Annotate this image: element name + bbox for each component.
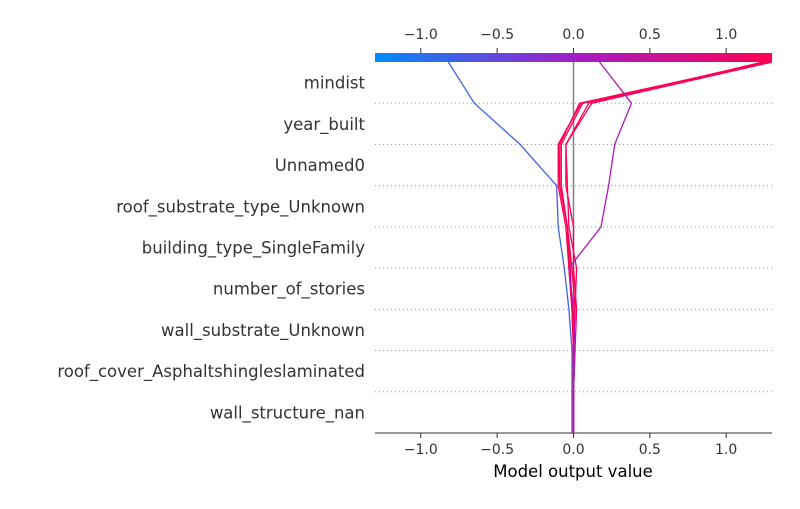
feature-label: Unnamed0 (275, 156, 365, 175)
x-tick-label-top: 0.5 (639, 27, 661, 43)
x-tick-label-bottom: −0.5 (480, 442, 514, 458)
x-tick-label-top: 0.0 (562, 27, 584, 43)
feature-labels: wall_structure_nan roof_cover_Asphaltshin… (57, 74, 365, 424)
decision-line (565, 61, 773, 433)
decision-line (565, 61, 763, 433)
feature-label: year_built (283, 115, 365, 135)
feature-label: mindist (304, 74, 366, 93)
feature-label: building_type_SingleFamily (142, 239, 366, 259)
x-tick-label-bottom: 1.0 (715, 442, 737, 458)
feature-label: wall_structure_nan (210, 403, 365, 423)
colorbar (375, 53, 772, 62)
feature-label: roof_substrate_type_Unknown (116, 197, 365, 217)
decision-line (568, 61, 633, 433)
x-tick-label-top: −0.5 (480, 27, 514, 43)
x-tick-label-bottom: −1.0 (404, 442, 438, 458)
decision-line (557, 61, 771, 433)
x-tick-label-top: 1.0 (715, 27, 737, 43)
x-tick-label-bottom: 0.0 (562, 442, 584, 458)
decision-line (447, 61, 573, 433)
decision-line (559, 61, 770, 433)
decision-line (557, 61, 773, 433)
x-axis-title: Model output value (493, 462, 653, 481)
feature-label: number_of_stories (213, 280, 365, 300)
decision-line (560, 61, 767, 433)
x-tick-label-top: −1.0 (404, 27, 438, 43)
x-tick-label-bottom: 0.5 (639, 442, 661, 458)
feature-label: roof_cover_Asphaltshingleslaminated (57, 362, 365, 382)
decision-lines (447, 61, 773, 433)
feature-label: wall_substrate_Unknown (161, 321, 365, 341)
